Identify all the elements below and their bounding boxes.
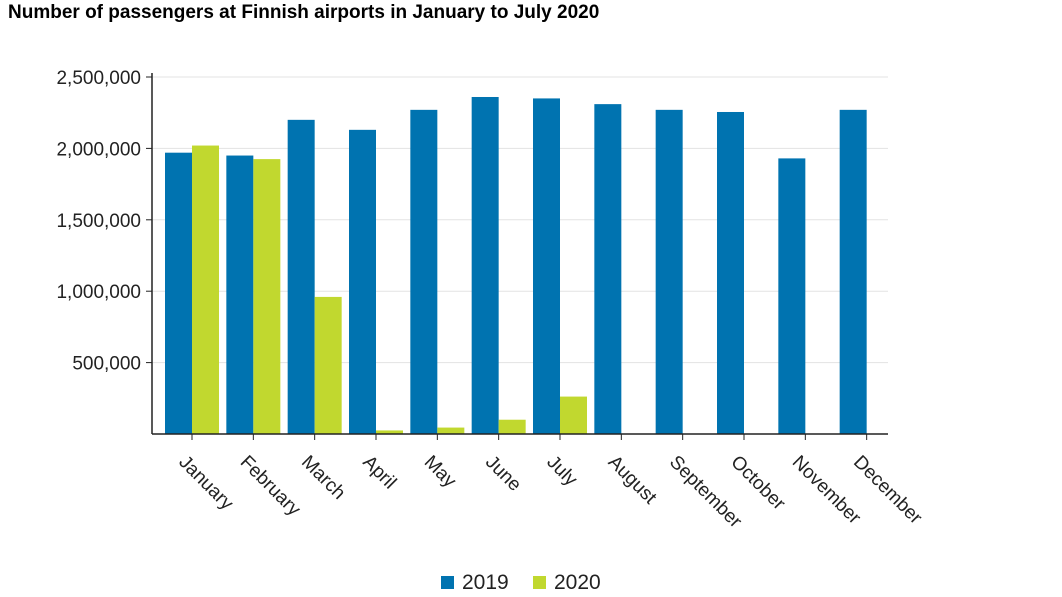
bar-2020-february	[253, 159, 281, 435]
x-tick-label: May	[420, 452, 461, 493]
bar-2019-march	[287, 119, 315, 434]
gridlines	[152, 76, 888, 364]
bar-2019-may	[410, 109, 438, 435]
bar-2019-february	[226, 155, 254, 435]
x-tick-label: October	[726, 452, 789, 515]
legend-label-2019: 2019	[462, 571, 509, 594]
x-tick-label: March	[297, 452, 349, 504]
y-tick-label: 1,000,000	[56, 282, 141, 303]
bars	[165, 96, 867, 435]
y-tick-label: 2,000,000	[56, 139, 141, 160]
y-tick-label: 1,500,000	[56, 211, 141, 232]
x-tick-label: April	[358, 452, 400, 494]
bar-2020-march	[314, 296, 342, 434]
bar-2020-july	[560, 396, 587, 434]
legend: 2019 2020	[441, 571, 601, 594]
bar-2020-january	[192, 145, 219, 434]
legend-label-2020: 2020	[554, 571, 601, 594]
bar-2019-april	[349, 129, 376, 434]
bar-2019-june	[471, 96, 499, 434]
bar-2020-june	[498, 419, 526, 434]
x-tick-label: January	[174, 452, 237, 515]
bar-2020-may	[437, 427, 465, 434]
x-tick-label: February	[236, 452, 305, 521]
y-tick-label: 2,500,000	[56, 68, 141, 89]
y-tick-labels: 2,500,000 2,000,000 1,500,000 1,000,000 500,…	[56, 68, 141, 375]
bar-2020-april	[376, 430, 403, 434]
bar-2019-august	[594, 104, 622, 434]
bar-2019-december	[839, 109, 867, 435]
x-tick-label: August	[604, 452, 661, 509]
bar-2019-october	[717, 111, 744, 435]
x-tick-label: July	[542, 452, 581, 491]
bar-2019-september	[655, 109, 683, 435]
bar-2019-january	[165, 152, 192, 434]
legend-swatch-2019	[441, 576, 454, 589]
bar-2019-july	[533, 98, 560, 435]
axes	[146, 73, 888, 440]
bar-2019-november	[778, 158, 806, 434]
chart-title: Number of passengers at Finnish airports…	[8, 2, 600, 23]
x-tick-label: June	[481, 452, 525, 496]
y-tick-label: 500,000	[72, 354, 141, 375]
legend-swatch-2020	[533, 576, 546, 589]
